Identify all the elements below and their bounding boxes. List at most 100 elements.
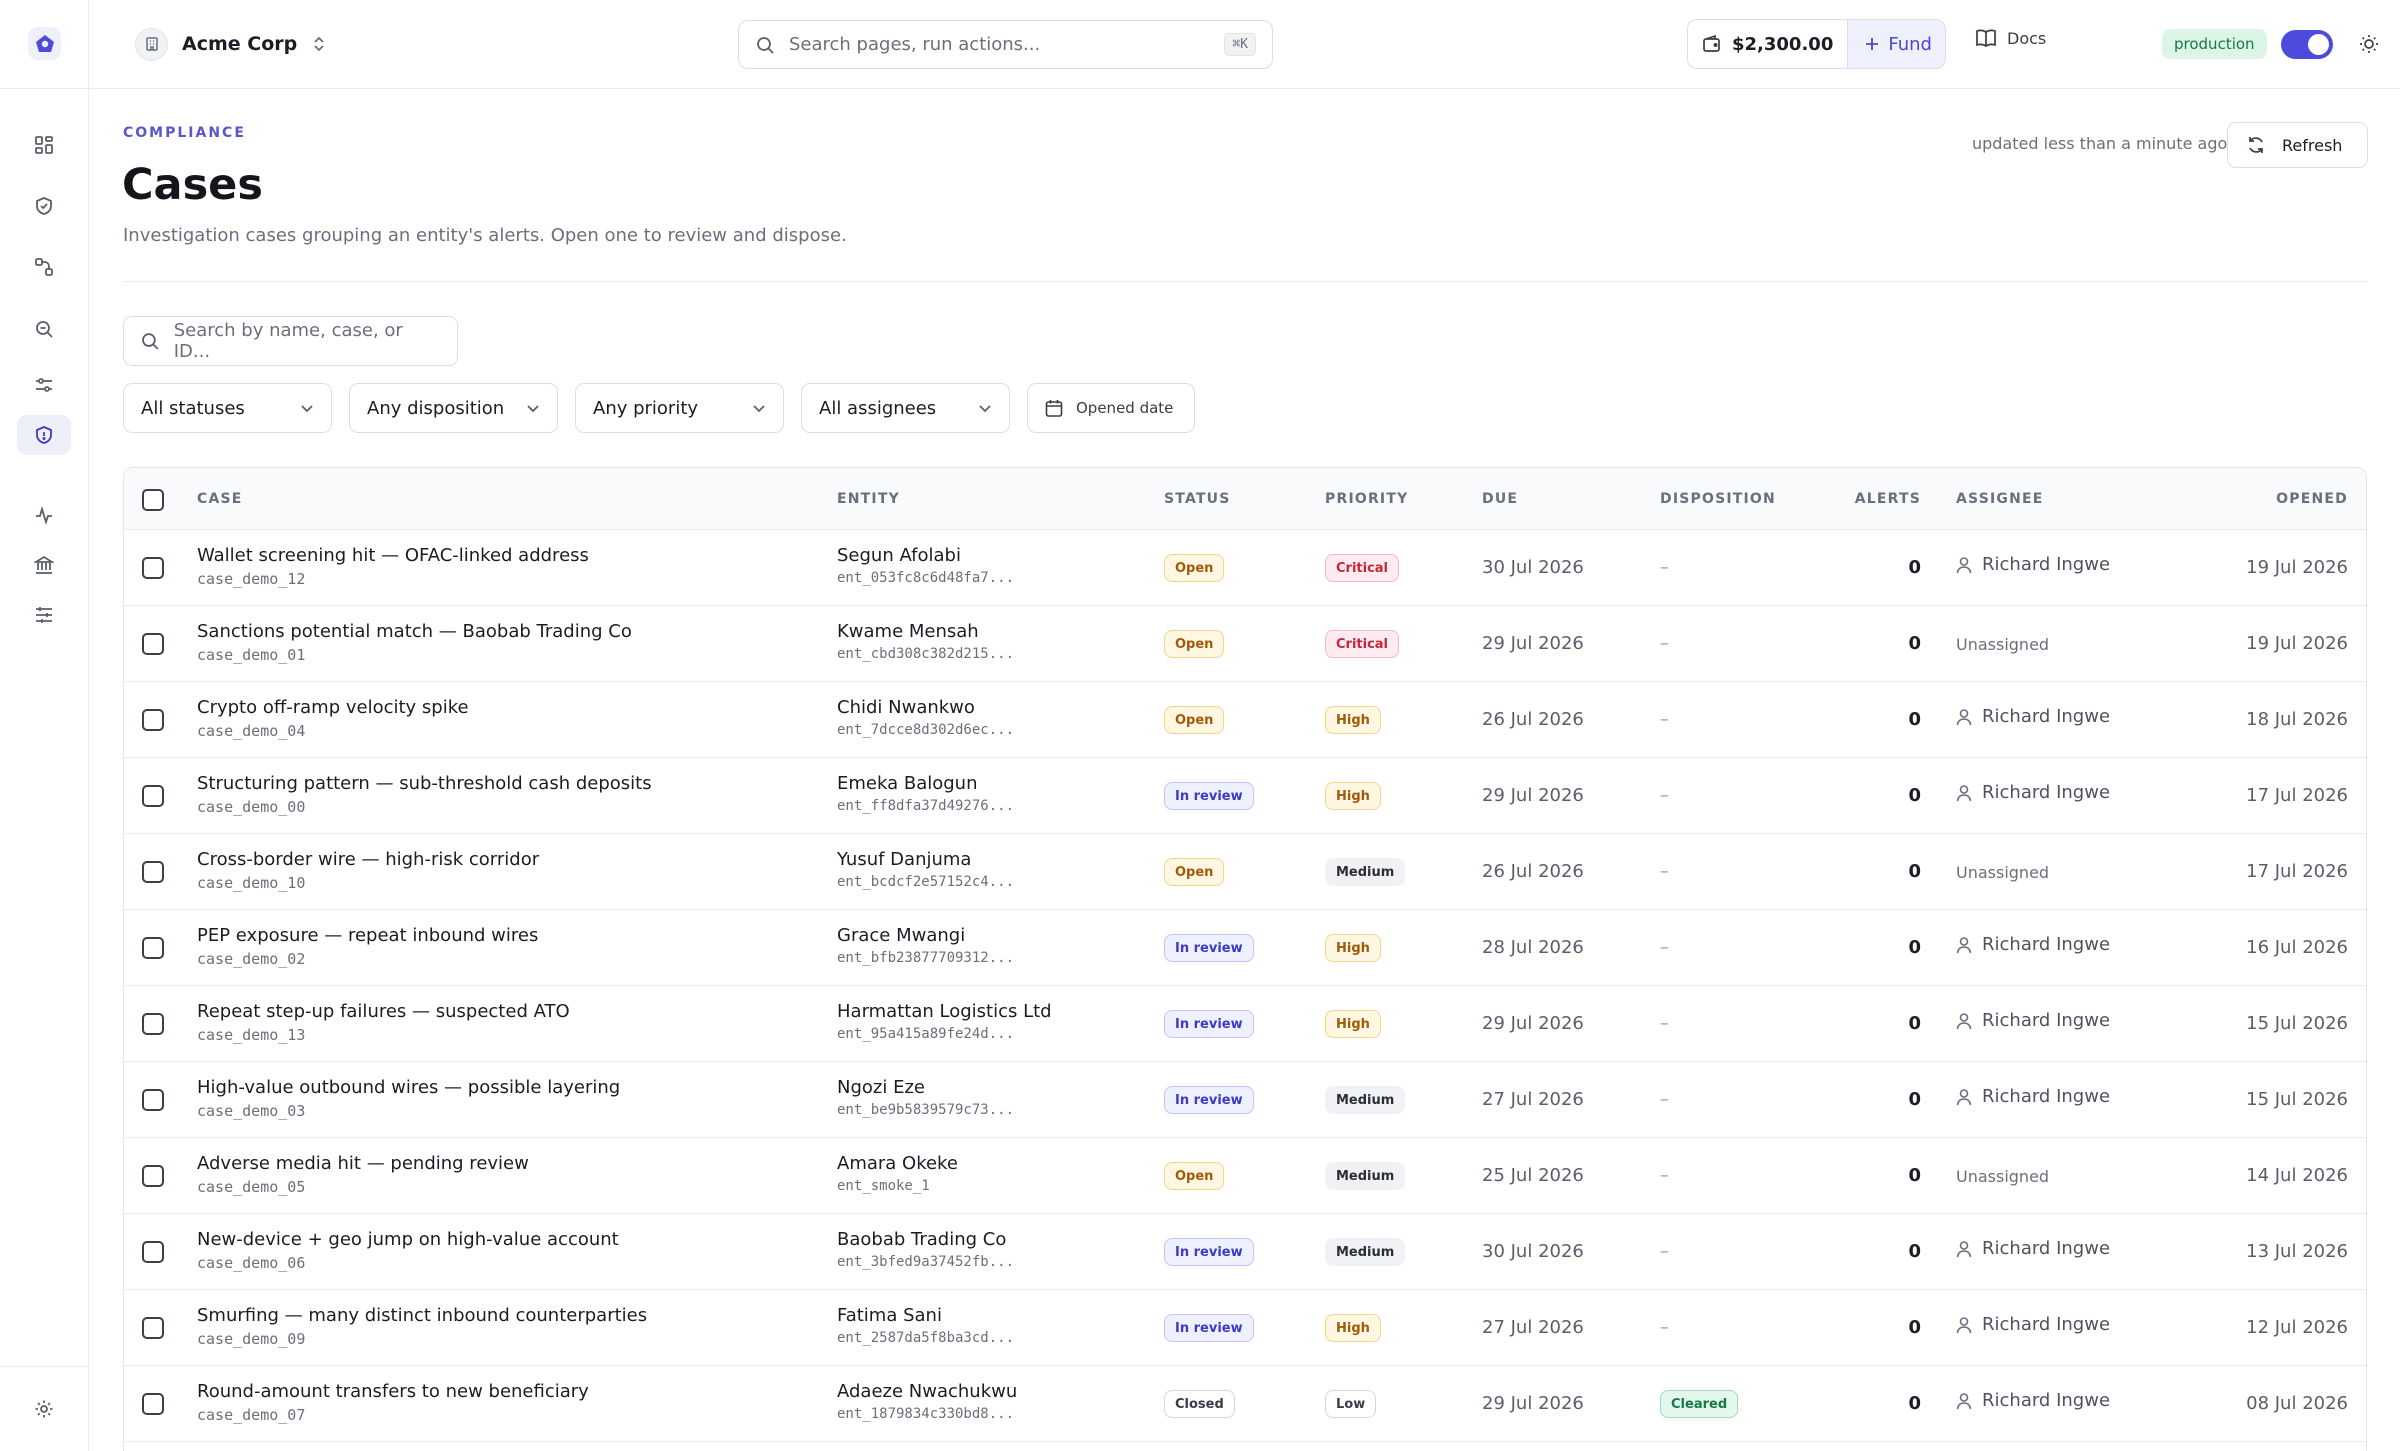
- theme-toggle[interactable]: [2355, 30, 2383, 58]
- entity-name[interactable]: Emeka Balogun: [837, 773, 978, 794]
- person-icon: [1956, 1316, 1972, 1333]
- table-row[interactable]: New-device + geo jump on high-value acco…: [124, 1214, 2366, 1290]
- row-checkbox[interactable]: [142, 861, 164, 883]
- nav-item-activity[interactable]: [17, 495, 71, 535]
- case-title[interactable]: PEP exposure — repeat inbound wires: [197, 925, 539, 946]
- case-title[interactable]: Structuring pattern — sub-threshold cash…: [197, 773, 652, 794]
- wallet-icon: [1703, 34, 1720, 52]
- status-badge: Open: [1164, 706, 1225, 734]
- activity-icon: [36, 505, 52, 525]
- row-checkbox[interactable]: [142, 1089, 164, 1111]
- case-title[interactable]: Smurfing — many distinct inbound counter…: [197, 1305, 648, 1326]
- nav-item-banking[interactable]: [17, 545, 71, 585]
- alerts-count: 0: [1908, 937, 1921, 958]
- case-title[interactable]: Crypto off-ramp velocity spike: [197, 697, 469, 718]
- case-title[interactable]: Repeat step-up failures — suspected ATO: [197, 1001, 570, 1022]
- shortcut-hint: ⌘K: [1224, 33, 1256, 56]
- case-title[interactable]: Cross-border wire — high-risk corridor: [197, 849, 540, 870]
- case-title[interactable]: Round-amount transfers to new beneficiar…: [197, 1381, 589, 1402]
- assignee-unassigned: Unassigned: [1956, 1167, 2050, 1186]
- command-search-placeholder: Search pages, run actions...: [789, 34, 1041, 55]
- docs-link[interactable]: Docs: [1975, 28, 2046, 48]
- col-entity[interactable]: ENTITY: [837, 491, 900, 507]
- nav-item-cases[interactable]: [17, 415, 71, 455]
- status-filter[interactable]: All statuses: [123, 383, 332, 433]
- col-alerts[interactable]: ALERTS: [1854, 491, 1921, 507]
- table-row[interactable]: Round-amount transfers to new beneficiar…: [124, 1366, 2366, 1442]
- nav-item-compliance[interactable]: [17, 186, 71, 226]
- assignee-filter[interactable]: All assignees: [801, 383, 1010, 433]
- assignee: Richard Ingwe: [1956, 1314, 2110, 1335]
- row-checkbox[interactable]: [142, 557, 164, 579]
- row-checkbox[interactable]: [142, 1393, 164, 1415]
- row-checkbox[interactable]: [142, 1013, 164, 1035]
- priority-filter[interactable]: Any priority: [575, 383, 784, 433]
- table-row[interactable]: Cross-border wire — high-risk corridor ca…: [124, 834, 2366, 910]
- entity-id: ent_smoke_1: [837, 1178, 930, 1194]
- case-search-input[interactable]: Search by name, case, or ID...: [123, 316, 458, 366]
- table-row[interactable]: Crypto off-ramp velocity spike case_demo_…: [124, 682, 2366, 758]
- assignee: Richard Ingwe: [1956, 782, 2110, 803]
- case-title[interactable]: Adverse media hit — pending review: [197, 1153, 529, 1174]
- col-disposition[interactable]: DISPOSITION: [1660, 491, 1776, 507]
- calendar-icon: [1045, 400, 1063, 417]
- table-row[interactable]: PEP exposure — repeat inbound wires case_…: [124, 910, 2366, 986]
- entity-name[interactable]: Ngozi Eze: [837, 1077, 925, 1098]
- row-checkbox[interactable]: [142, 785, 164, 807]
- nav-item-controls[interactable]: [17, 595, 71, 635]
- row-checkbox[interactable]: [142, 1317, 164, 1339]
- entity-name[interactable]: Adaeze Nwachukwu: [837, 1381, 1018, 1402]
- table-row[interactable]: Adverse media hit — pending review case_d…: [124, 1138, 2366, 1214]
- row-checkbox[interactable]: [142, 709, 164, 731]
- environment-toggle[interactable]: [2281, 30, 2333, 59]
- entity-name[interactable]: Segun Afolabi: [837, 545, 961, 566]
- disposition-filter[interactable]: Any disposition: [349, 383, 558, 433]
- row-checkbox[interactable]: [142, 1165, 164, 1187]
- assignee-unassigned: Unassigned: [1956, 635, 2050, 654]
- row-checkbox[interactable]: [142, 1241, 164, 1263]
- select-all-checkbox[interactable]: [142, 489, 164, 511]
- entity-name[interactable]: Baobab Trading Co: [837, 1229, 1007, 1250]
- col-case[interactable]: CASE: [197, 491, 243, 507]
- case-title[interactable]: New-device + geo jump on high-value acco…: [197, 1229, 619, 1250]
- alerts-count: 0: [1908, 1317, 1921, 1338]
- table-row[interactable]: Wallet screening hit — OFAC-linked addre…: [124, 530, 2366, 606]
- fund-button[interactable]: Fund: [1847, 20, 1945, 68]
- case-id: case_demo_05: [197, 1178, 306, 1196]
- nav-item-settings[interactable]: [17, 1389, 71, 1429]
- nav-item-dashboard[interactable]: [17, 125, 71, 165]
- case-id: case_demo_04: [197, 722, 306, 740]
- nav-item-rules[interactable]: [17, 365, 71, 405]
- command-search[interactable]: Search pages, run actions... ⌘K: [738, 20, 1273, 69]
- entity-name[interactable]: Chidi Nwankwo: [837, 697, 975, 718]
- refresh-button[interactable]: Refresh: [2227, 122, 2368, 168]
- row-checkbox[interactable]: [142, 937, 164, 959]
- case-title[interactable]: Wallet screening hit — OFAC-linked addre…: [197, 545, 589, 566]
- entity-name[interactable]: Amara Okeke: [837, 1153, 958, 1174]
- wallet-balance[interactable]: $2,300.00: [1688, 20, 1847, 68]
- row-checkbox[interactable]: [142, 633, 164, 655]
- entity-name[interactable]: Fatima Sani: [837, 1305, 942, 1326]
- opened-date-filter[interactable]: Opened date: [1027, 383, 1195, 433]
- col-assignee[interactable]: ASSIGNEE: [1956, 491, 2044, 507]
- case-title[interactable]: High-value outbound wires — possible lay…: [197, 1077, 621, 1098]
- case-id: case_demo_06: [197, 1254, 306, 1272]
- app-logo[interactable]: [28, 27, 61, 60]
- table-row[interactable]: High-value outbound wires — possible lay…: [124, 1062, 2366, 1138]
- case-title[interactable]: Sanctions potential match — Baobab Tradi…: [197, 621, 632, 642]
- nav-item-flows[interactable]: [17, 247, 71, 287]
- col-status[interactable]: STATUS: [1164, 491, 1231, 507]
- table-row[interactable]: Smurfing — many distinct inbound counter…: [124, 1290, 2366, 1366]
- entity-name[interactable]: Grace Mwangi: [837, 925, 966, 946]
- table-row[interactable]: Repeat step-up failures — suspected ATO c…: [124, 986, 2366, 1062]
- nav-item-investigate[interactable]: [17, 309, 71, 349]
- col-due[interactable]: DUE: [1482, 491, 1519, 507]
- org-switcher[interactable]: Acme Corp: [135, 26, 327, 62]
- col-priority[interactable]: PRIORITY: [1325, 491, 1409, 507]
- entity-name[interactable]: Kwame Mensah: [837, 621, 979, 642]
- entity-name[interactable]: Yusuf Danjuma: [837, 849, 972, 870]
- col-opened[interactable]: OPENED: [2276, 491, 2348, 507]
- table-row[interactable]: Structuring pattern — sub-threshold cash…: [124, 758, 2366, 834]
- table-row[interactable]: Sanctions potential match — Baobab Tradi…: [124, 606, 2366, 682]
- entity-name[interactable]: Harmattan Logistics Ltd: [837, 1001, 1052, 1022]
